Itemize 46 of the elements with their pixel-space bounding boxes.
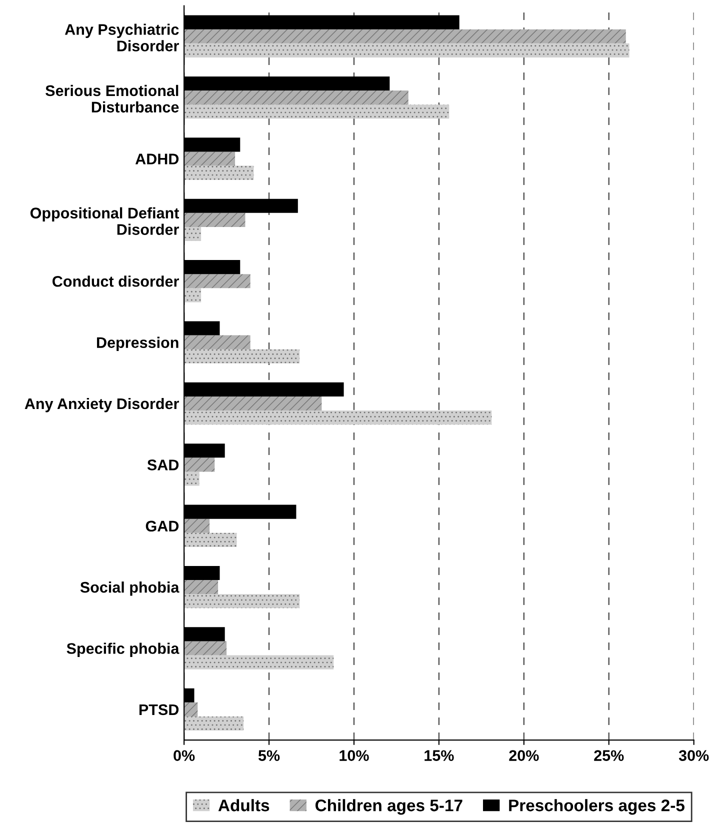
- bar: [184, 29, 626, 44]
- bar: [184, 90, 408, 105]
- x-tick-label: 0%: [174, 750, 195, 761]
- y-tick-label: Oppositional Defiant Disorder: [30, 207, 180, 235]
- y-tick-label: PTSD: [139, 704, 179, 716]
- y-tick-label: Social phobia: [80, 582, 180, 596]
- y-tick-label: GAD: [146, 520, 179, 532]
- bar: [184, 716, 244, 731]
- y-tick-label: ADHD: [135, 154, 179, 164]
- bar: [184, 396, 322, 411]
- bar: [184, 274, 250, 288]
- x-tick-label: 15%: [424, 750, 454, 761]
- bar: [184, 226, 202, 242]
- bar: [184, 43, 630, 58]
- bar: [184, 458, 215, 472]
- bar: [184, 288, 202, 302]
- x-tick-label: 5%: [258, 750, 280, 761]
- bar: [184, 104, 450, 119]
- bar: [184, 580, 218, 594]
- legend-label: Adults: [218, 799, 270, 812]
- y-tick-label: Specific phobia: [66, 642, 180, 657]
- x-tick-label: 25%: [594, 750, 624, 761]
- y-tick-label: Conduct disorder: [52, 276, 179, 287]
- bar: [184, 152, 236, 166]
- y-tick-label: Depression: [97, 336, 178, 352]
- bar: [184, 349, 300, 364]
- bar: [184, 166, 254, 180]
- legend-label: Preschoolers ages 2-5: [509, 799, 684, 815]
- x-tick-label: 20%: [509, 750, 539, 761]
- y-tick-label: Any Psychiatric Disorder: [64, 24, 179, 52]
- y-tick-label: SAD: [147, 460, 179, 470]
- bar: [184, 335, 250, 350]
- legend-label: Children ages 5-17: [315, 799, 462, 815]
- bar: [184, 410, 492, 425]
- bar: [184, 594, 300, 608]
- bar: [184, 641, 227, 656]
- bar: [184, 532, 237, 547]
- bar: [184, 472, 200, 486]
- y-tick-label: Serious Emotional Disturbance: [46, 84, 179, 113]
- y-tick-label: Any Anxiety Disorder: [24, 398, 179, 412]
- bar: [184, 702, 198, 716]
- bar: [184, 655, 334, 670]
- x-tick-label: 10%: [340, 750, 369, 761]
- x-tick-label: 30%: [678, 750, 709, 761]
- bar: [184, 212, 246, 227]
- bar: [184, 518, 210, 533]
